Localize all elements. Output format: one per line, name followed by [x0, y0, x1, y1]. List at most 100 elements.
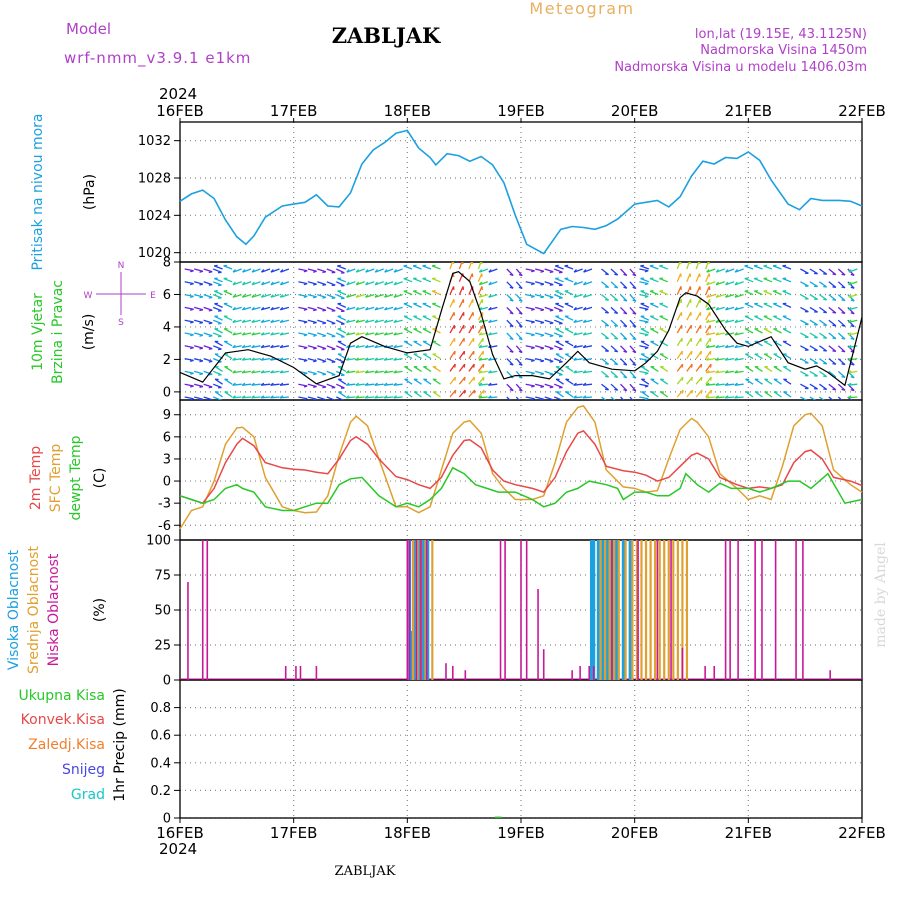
wind-arrow-head	[549, 335, 554, 338]
wind-arrow-head	[393, 344, 397, 349]
wind-arrow-head	[573, 269, 577, 273]
wind-arrow	[782, 366, 792, 372]
wind-arrow	[773, 315, 782, 321]
wind-arrow	[828, 370, 837, 378]
wind-arrow-head	[463, 376, 466, 381]
wind-arrow-head	[847, 382, 852, 386]
wind-arrow-head	[841, 337, 846, 340]
wind-arrow-head	[725, 269, 729, 273]
wind-arrow	[280, 293, 290, 298]
wind-arrow	[232, 345, 242, 349]
wind-arrow-head	[260, 319, 265, 323]
wind-arrow	[773, 328, 782, 334]
wind-arrow	[232, 383, 242, 386]
wind-arrow-head	[488, 281, 492, 286]
wind-arrow	[212, 383, 222, 389]
wind-arrow-head	[540, 373, 545, 376]
wind-arrow	[676, 286, 682, 295]
wind-arrow	[203, 383, 213, 388]
y-tick-label: 50	[154, 604, 171, 619]
wind-arrow	[212, 332, 222, 337]
wind-arrow-head	[270, 294, 274, 298]
wind-arrow-head	[241, 332, 246, 336]
wind-arrow-head	[279, 306, 284, 311]
wind-arrow	[270, 293, 280, 298]
wind-arrow	[639, 319, 649, 323]
wind-arrow-head	[847, 395, 852, 399]
wind-arrow-head	[555, 264, 559, 267]
wind-arrow	[488, 357, 498, 361]
wind-arrow	[326, 396, 336, 400]
wind-arrow-head	[279, 319, 284, 323]
wind-arrow	[477, 262, 482, 270]
wind-arrow-head	[345, 332, 350, 336]
wind-arrow-head	[549, 399, 554, 400]
wind-arrow	[203, 357, 213, 363]
wind-arrow	[847, 306, 855, 315]
wind-arrow	[583, 268, 593, 273]
wind-arrow	[650, 328, 659, 334]
wind-arrow	[307, 345, 317, 349]
wind-arrow	[837, 396, 843, 400]
wind-arrow	[641, 391, 650, 398]
wind-arrow	[629, 281, 637, 289]
wind-arrow-head	[260, 294, 265, 298]
wind-arrow	[203, 319, 213, 324]
wind-arrow-head	[604, 350, 609, 353]
wind-arrow-head	[734, 370, 738, 374]
wind-arrow-head	[531, 372, 535, 375]
wind-arrow	[488, 268, 498, 273]
wind-arrow	[763, 340, 773, 347]
wind-arrow-head	[848, 370, 852, 374]
wind-arrow	[251, 332, 261, 336]
wind-arrow	[477, 350, 484, 359]
wind-arrow-head	[313, 385, 317, 389]
wind-arrow-head	[251, 344, 255, 349]
wind-arrow	[819, 332, 828, 339]
wind-arrow	[412, 277, 422, 283]
wind-arrow	[337, 290, 347, 296]
wind-arrow-head	[374, 269, 378, 273]
wind-arrow	[620, 345, 628, 353]
wind-arrow-head	[303, 359, 308, 363]
wind-arrow	[544, 293, 554, 299]
wind-arrow-head	[509, 350, 514, 353]
wind-arrow-head	[251, 294, 255, 298]
y-tick-label: 25	[154, 639, 171, 654]
wind-arrow-head	[549, 360, 554, 363]
wind-arrow	[650, 391, 659, 398]
wind-arrow	[734, 332, 744, 336]
wind-arrow	[422, 315, 432, 321]
wind-arrow	[725, 306, 735, 311]
wind-arrow-head	[260, 382, 265, 386]
wind-arrow-head	[270, 306, 274, 311]
wind-arrow-head	[623, 312, 627, 315]
wind-arrow	[213, 265, 223, 270]
wind-arrow	[365, 332, 375, 336]
wind-arrow-head	[488, 294, 492, 298]
pressure-title: Pritisak na nivou mora	[30, 113, 46, 270]
wind-arrow	[639, 281, 649, 285]
wind-arrow-head	[700, 389, 703, 394]
wind-arrow	[564, 328, 574, 334]
wind-arrow	[449, 350, 456, 359]
wind-arrow	[317, 383, 327, 388]
wind-arrow	[393, 281, 403, 286]
wind-arrow	[279, 332, 290, 336]
wind-arrow-head	[346, 294, 350, 298]
wind-arrow	[620, 332, 628, 340]
wind-arrow-head	[313, 296, 317, 299]
wind-arrow	[478, 396, 488, 399]
wind-arrow	[583, 332, 593, 336]
wind-arrow	[194, 383, 204, 388]
wind-arrow-head	[715, 281, 719, 286]
wind-arrow	[279, 396, 289, 399]
wind-arrow-head	[463, 389, 466, 394]
wind-arrow	[555, 303, 564, 308]
wind-arrow	[848, 281, 858, 286]
wind-arrow	[695, 311, 702, 321]
wind-arrow-head	[715, 395, 719, 399]
wind-arrow	[745, 378, 754, 385]
wind-arrow-head	[644, 321, 649, 324]
wind-arrow-head	[763, 264, 768, 267]
